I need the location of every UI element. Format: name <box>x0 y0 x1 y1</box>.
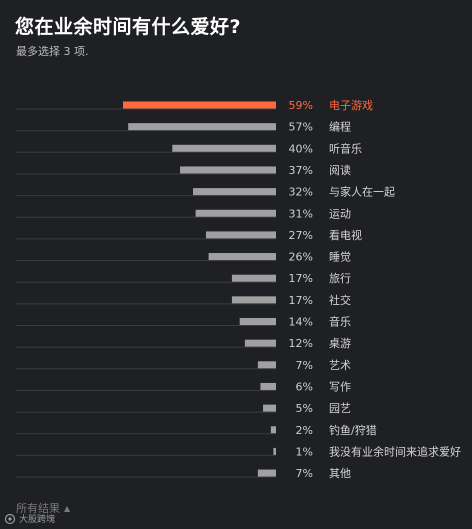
data-label: 57% <box>289 121 313 134</box>
bar <box>273 447 276 455</box>
data-label: 12% <box>289 337 313 350</box>
data-label: 27% <box>289 229 313 242</box>
bar <box>172 144 276 152</box>
category-label: 旅行 <box>329 271 351 285</box>
bar <box>260 382 276 390</box>
caret-up-icon: ▲ <box>64 503 71 513</box>
data-label: 1% <box>296 445 313 458</box>
bar <box>180 166 276 174</box>
bar <box>123 101 276 109</box>
data-label: 6% <box>296 380 313 393</box>
data-label: 59% <box>289 99 313 112</box>
watermark: 大股跨塊 <box>4 512 55 525</box>
data-label: 7% <box>296 359 313 372</box>
bar <box>257 469 276 477</box>
category-label: 运动 <box>329 207 351 220</box>
category-label: 桌游 <box>329 337 351 350</box>
data-label: 40% <box>289 142 313 155</box>
bar <box>231 296 276 304</box>
category-label: 我没有业余时间来追求爱好 <box>329 444 461 458</box>
category-label: 园艺 <box>329 402 351 415</box>
category-label: 写作 <box>329 380 351 393</box>
data-label: 26% <box>289 251 313 264</box>
category-label: 编程 <box>329 120 351 134</box>
data-label: 32% <box>289 186 313 199</box>
bar <box>208 253 276 261</box>
data-label: 37% <box>289 164 313 177</box>
category-label: 社交 <box>329 293 351 307</box>
category-label: 艺术 <box>329 359 351 372</box>
data-label: 2% <box>296 424 313 437</box>
bar <box>244 339 276 347</box>
show-all-results-label: 所有结果 <box>16 502 60 515</box>
bar <box>195 209 276 217</box>
data-label: 5% <box>296 402 313 415</box>
bar <box>263 404 276 412</box>
data-label: 17% <box>289 294 313 307</box>
category-label: 与家人在一起 <box>329 185 395 199</box>
category-label: 阅读 <box>329 163 351 177</box>
hobbies-bar-chart: 59% 电子游戏 57% 编程 40% 听音乐 37% 阅读 32% 与家人在一起 31% 运动 27%… <box>16 99 461 480</box>
category-label: 看电视 <box>329 228 362 242</box>
data-label: 14% <box>289 316 313 329</box>
category-label: 电子游戏 <box>329 99 373 112</box>
category-label: 音乐 <box>329 315 351 329</box>
bar <box>239 318 276 325</box>
category-label: 听音乐 <box>329 141 362 155</box>
data-label: 31% <box>289 207 313 220</box>
watermark-text: 大股跨塊 <box>19 515 56 525</box>
bar <box>257 361 276 369</box>
bar <box>205 231 276 239</box>
bar <box>128 123 276 131</box>
data-label: 17% <box>289 272 313 285</box>
watermark-logo-icon <box>4 513 16 524</box>
bar <box>270 426 276 434</box>
chart-title: 您在业余时间有什么爱好? <box>15 16 242 38</box>
bar <box>231 274 276 282</box>
bar <box>193 188 276 196</box>
chart-subtitle: 最多选择 3 项. <box>16 45 89 58</box>
category-label: 睡觉 <box>329 251 351 264</box>
category-label: 钓鱼/狩猎 <box>329 423 377 437</box>
category-label: 其他 <box>329 467 351 480</box>
show-all-results-toggle[interactable]: 所有结果 ▲ <box>16 500 70 516</box>
data-label: 7% <box>296 467 313 480</box>
